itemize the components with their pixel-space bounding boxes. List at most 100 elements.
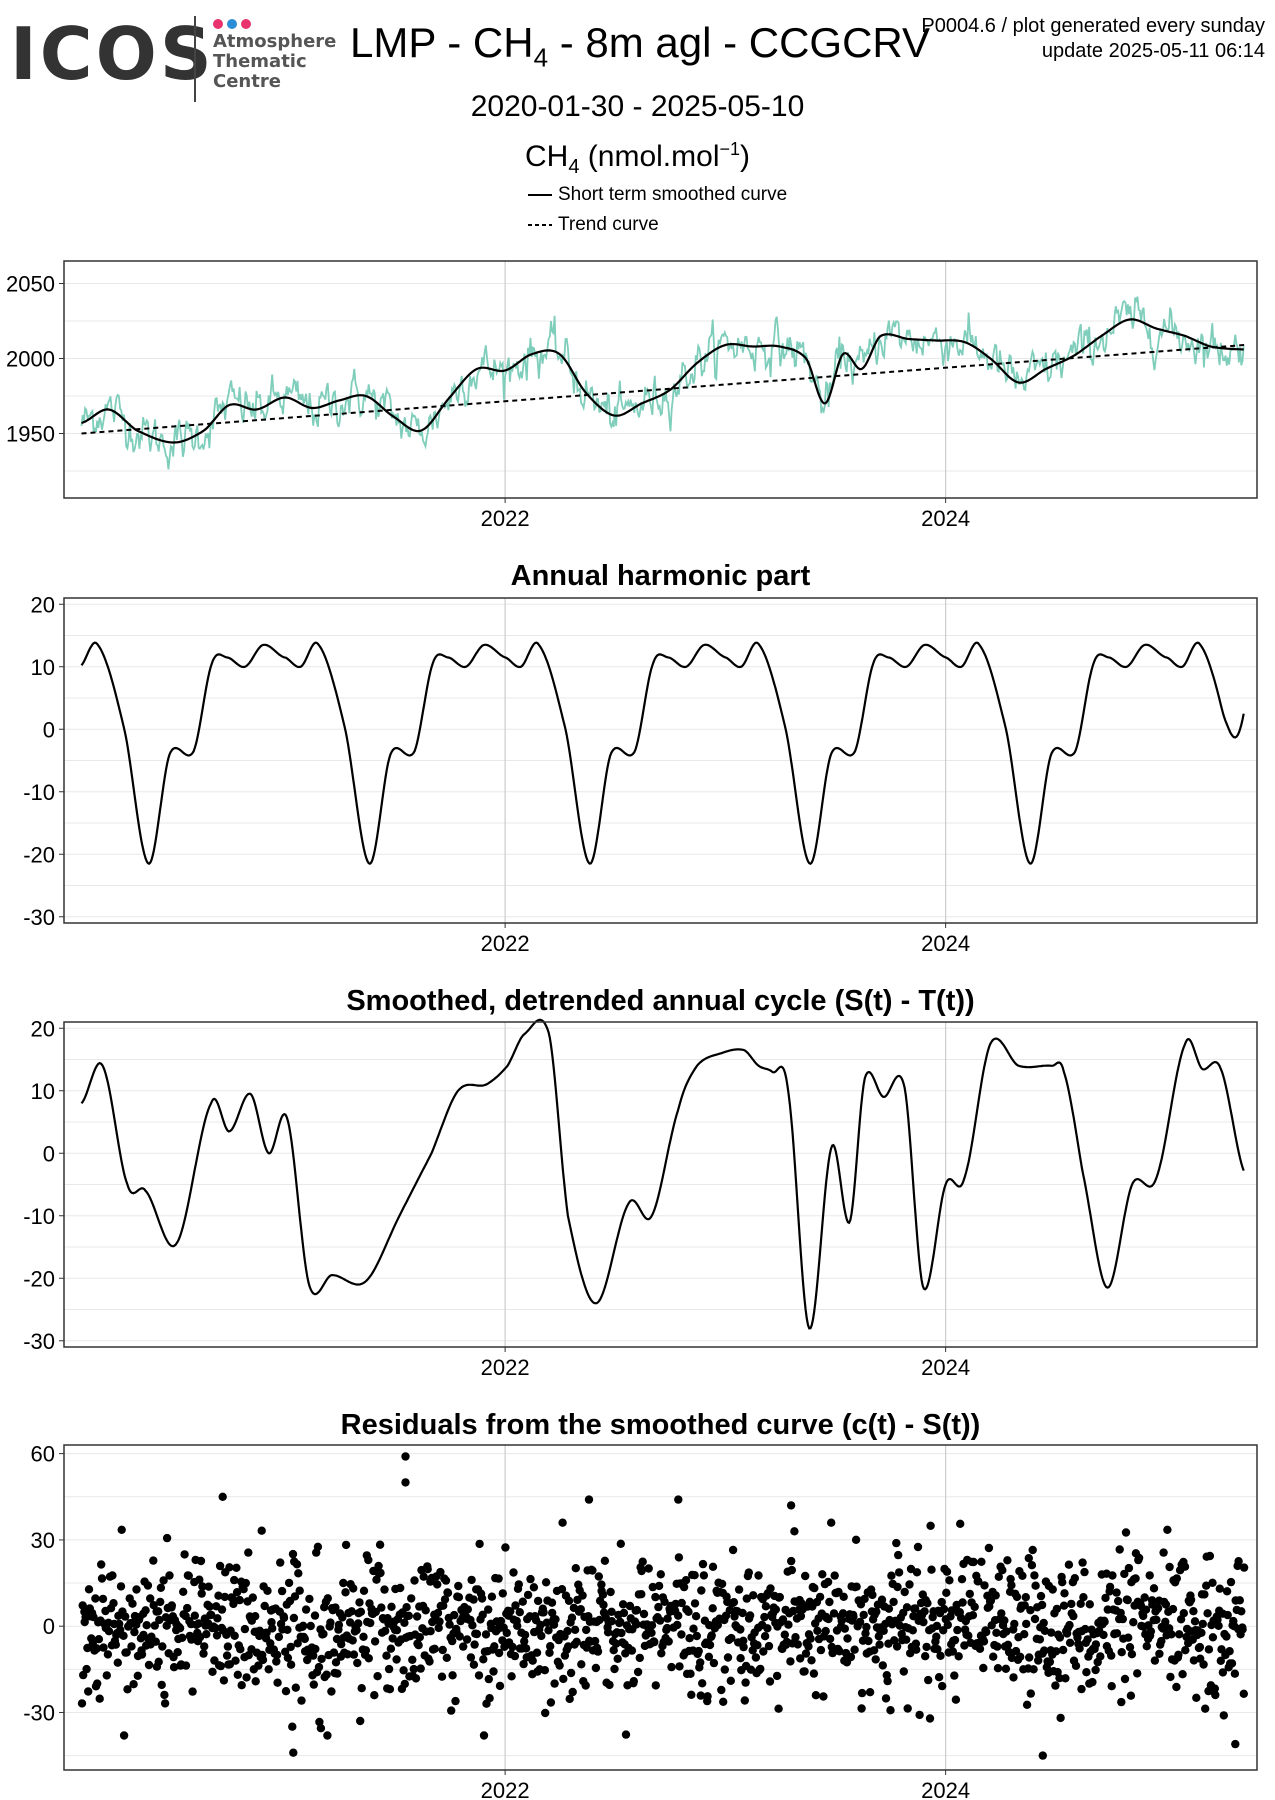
residual-point <box>970 1602 979 1612</box>
residual-point <box>903 1704 912 1713</box>
residual-point <box>426 1627 435 1636</box>
residual-point <box>506 1607 515 1616</box>
x-tick-label: 2022 <box>481 506 530 531</box>
residual-point <box>267 1618 276 1627</box>
residual-point <box>852 1582 861 1591</box>
residual-point <box>1222 1632 1231 1641</box>
residual-point <box>913 1542 923 1552</box>
residual-point <box>1052 1604 1062 1614</box>
residual-point <box>984 1543 994 1553</box>
residual-point <box>1016 1652 1025 1662</box>
residual-point <box>846 1652 856 1662</box>
residual-point <box>1120 1674 1130 1684</box>
residual-point <box>284 1578 294 1588</box>
residual-point <box>281 1687 291 1696</box>
title-suffix: - 8m agl - CCGCRV <box>548 19 931 66</box>
residual-point <box>919 1617 928 1627</box>
residual-point <box>558 1518 567 1527</box>
residual-point <box>220 1592 229 1602</box>
residual-point <box>268 1624 277 1633</box>
residual-point <box>564 1642 573 1651</box>
residual-point <box>204 1582 213 1591</box>
residual-point <box>749 1591 758 1600</box>
residual-point <box>1203 1609 1212 1618</box>
residual-point <box>793 1640 802 1649</box>
residual-point <box>167 1601 176 1610</box>
residual-point <box>736 1625 745 1634</box>
residual-point <box>603 1628 613 1637</box>
residual-point <box>1186 1595 1196 1605</box>
residual-point <box>720 1665 729 1674</box>
residual-point <box>993 1664 1003 1673</box>
residual-point <box>756 1664 765 1674</box>
residual-point <box>292 1560 302 1569</box>
residual-point <box>813 1626 822 1636</box>
residual-point <box>215 1561 225 1571</box>
residual-point <box>521 1644 531 1653</box>
residual-point <box>611 1639 621 1648</box>
y-tick-label: -10 <box>23 780 55 805</box>
residual-point <box>1021 1619 1031 1629</box>
residual-point <box>774 1704 783 1713</box>
residual-point <box>787 1565 796 1575</box>
residual-point <box>392 1626 402 1635</box>
residual-point <box>1002 1627 1011 1636</box>
residual-point <box>384 1664 394 1674</box>
residual-point <box>151 1637 160 1646</box>
residual-point <box>181 1661 191 1670</box>
residual-point <box>1168 1604 1178 1614</box>
residual-point <box>879 1626 888 1636</box>
residual-point <box>1189 1607 1198 1616</box>
residual-point <box>883 1676 892 1686</box>
residual-point <box>578 1591 587 1600</box>
residual-point <box>761 1602 771 1611</box>
residual-point <box>322 1670 331 1679</box>
residual-point <box>1131 1574 1140 1583</box>
residual-point <box>664 1637 673 1646</box>
residual-point <box>437 1672 447 1681</box>
residual-point <box>687 1690 696 1700</box>
residual-point <box>800 1667 809 1676</box>
residual-point <box>625 1601 635 1611</box>
residual-point <box>355 1598 364 1607</box>
residual-point <box>121 1612 130 1621</box>
residual-point <box>872 1607 881 1616</box>
residual-point <box>582 1625 591 1635</box>
plot-metadata: P0004.6 / plot generated every sunday up… <box>921 14 1265 64</box>
residual-point <box>260 1601 269 1611</box>
residual-point <box>314 1662 324 1672</box>
residual-point <box>825 1597 834 1607</box>
residual-point <box>912 1645 921 1654</box>
residual-point <box>301 1605 311 1614</box>
residual-point <box>1064 1560 1074 1569</box>
y-tick-label: 10 <box>31 1079 55 1104</box>
residual-point <box>1150 1656 1160 1665</box>
residual-point <box>1051 1681 1060 1690</box>
residual-point <box>1028 1545 1037 1555</box>
residual-point <box>291 1683 300 1692</box>
residual-point <box>644 1564 653 1573</box>
residual-point <box>840 1624 849 1633</box>
residual-point <box>654 1581 664 1591</box>
residual-point <box>353 1658 362 1668</box>
residual-point <box>821 1626 830 1636</box>
residual-point <box>910 1604 920 1613</box>
residual-point <box>851 1535 861 1545</box>
residual-point <box>225 1563 234 1572</box>
residual-point <box>214 1591 223 1600</box>
residual-point <box>1124 1563 1134 1573</box>
residual-point <box>122 1648 131 1657</box>
y-tick-label: 20 <box>31 592 55 617</box>
residual-point <box>364 1654 373 1663</box>
residual-point <box>416 1664 425 1673</box>
residual-point <box>479 1731 489 1740</box>
residual-point <box>309 1651 318 1660</box>
residual-point <box>1101 1593 1110 1603</box>
residual-point <box>111 1640 121 1649</box>
residual-point <box>149 1556 158 1565</box>
residual-point <box>1121 1528 1131 1537</box>
residual-point <box>539 1608 548 1617</box>
logo-sub-line: Thematic <box>213 51 307 72</box>
residual-point <box>217 1605 227 1614</box>
residual-point <box>404 1611 413 1621</box>
